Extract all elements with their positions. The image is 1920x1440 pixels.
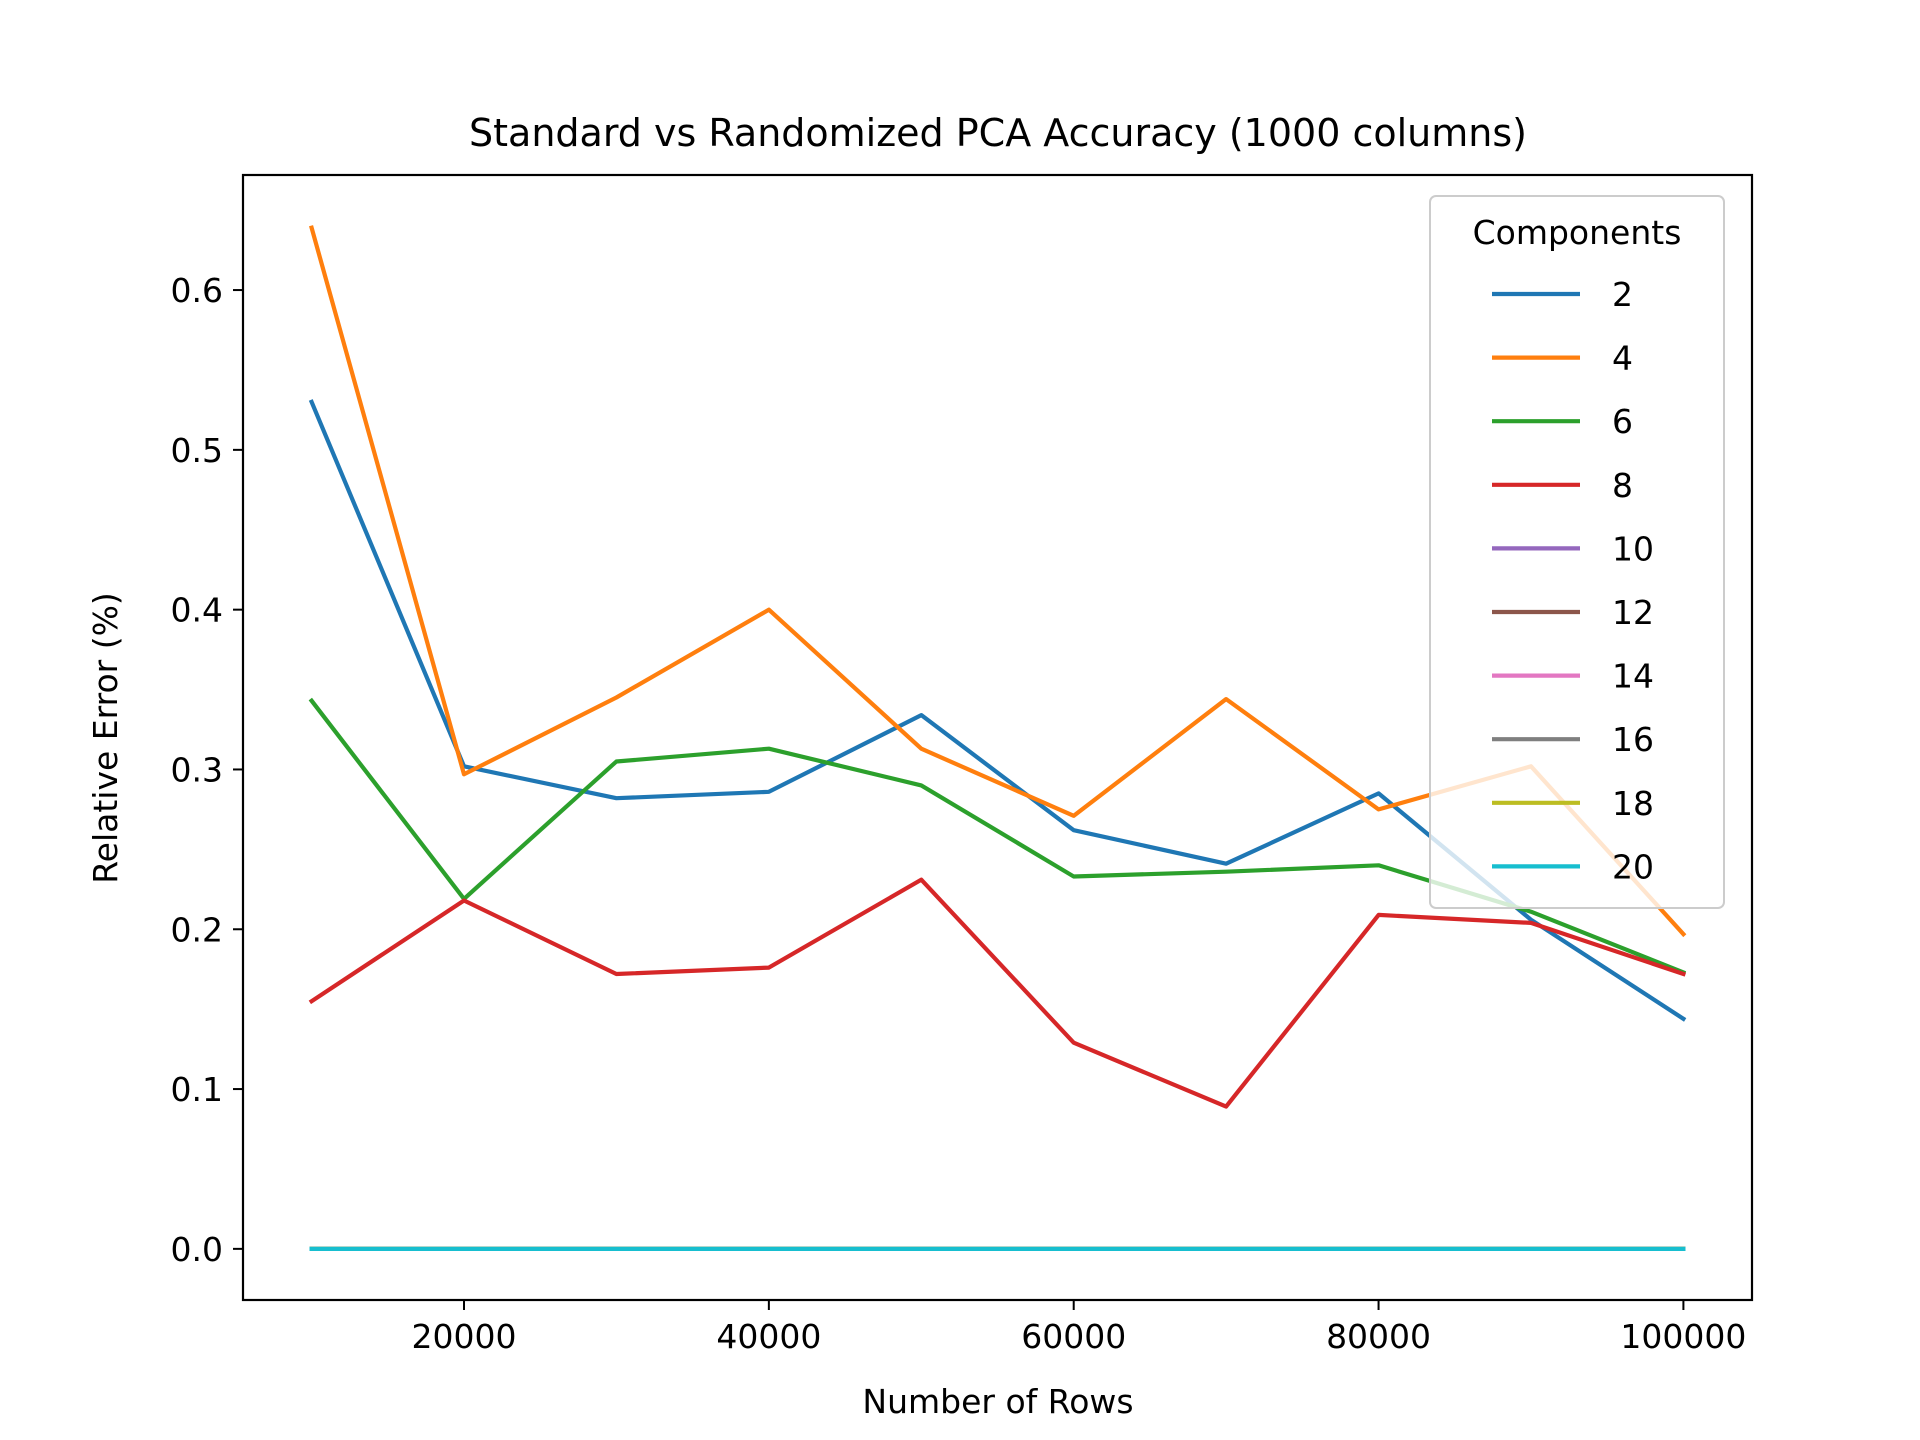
series-layer bbox=[308, 225, 1687, 1252]
x-tick-label: 80000 bbox=[1326, 1317, 1431, 1356]
legend-label-16: 16 bbox=[1612, 720, 1654, 759]
y-tick-label: 0.5 bbox=[171, 431, 223, 470]
legend-label-20: 20 bbox=[1612, 847, 1654, 886]
legend-box bbox=[1429, 195, 1725, 909]
legend-label-12: 12 bbox=[1612, 593, 1654, 632]
legend-label-4: 4 bbox=[1612, 339, 1633, 378]
x-axis: 20000 40000 60000 80000 100000 bbox=[412, 1300, 1746, 1356]
legend-label-2: 2 bbox=[1612, 275, 1633, 314]
y-tick-label: 0.2 bbox=[171, 910, 223, 949]
legend: Components 2 4 6 8 10 12 14 16 18 20 bbox=[1429, 195, 1725, 909]
x-tick-label: 20000 bbox=[412, 1317, 517, 1356]
y-tick-label: 0.4 bbox=[171, 591, 223, 630]
plot-frame bbox=[241, 173, 1754, 1302]
x-tick-label: 60000 bbox=[1021, 1317, 1126, 1356]
legend-label-10: 10 bbox=[1612, 529, 1654, 568]
x-axis-label: Number of Rows bbox=[862, 1382, 1133, 1421]
legend-label-6: 6 bbox=[1612, 402, 1633, 441]
y-axis: 0.0 0.1 0.2 0.3 0.4 0.5 0.6 bbox=[171, 271, 243, 1269]
legend-label-8: 8 bbox=[1612, 466, 1633, 505]
legend-items: 2 4 6 8 10 12 14 16 18 20 bbox=[1492, 275, 1654, 886]
legend-label-18: 18 bbox=[1612, 784, 1654, 823]
legend-title: Components bbox=[1473, 213, 1682, 252]
y-tick-label: 0.3 bbox=[171, 750, 223, 789]
x-tick-label: 100000 bbox=[1620, 1317, 1746, 1356]
y-tick-label: 0.0 bbox=[171, 1230, 223, 1269]
y-tick-label: 0.1 bbox=[171, 1070, 223, 1109]
chart-title: Standard vs Randomized PCA Accuracy (100… bbox=[469, 111, 1527, 155]
x-tick-label: 40000 bbox=[716, 1317, 821, 1356]
series-line-8 bbox=[308, 877, 1687, 1109]
legend-label-14: 14 bbox=[1612, 657, 1654, 696]
y-tick-label: 0.6 bbox=[171, 271, 223, 310]
y-axis-label: Relative Error (%) bbox=[86, 592, 125, 884]
